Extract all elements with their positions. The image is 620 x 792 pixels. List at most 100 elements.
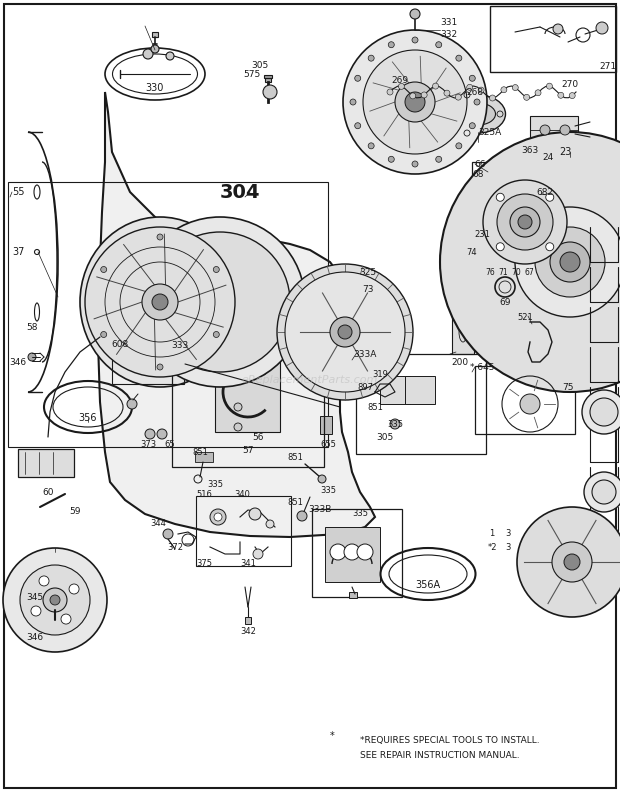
Circle shape xyxy=(150,232,290,372)
Circle shape xyxy=(157,234,163,240)
Text: 23: 23 xyxy=(559,147,571,157)
Circle shape xyxy=(214,513,222,521)
Circle shape xyxy=(410,9,420,19)
Polygon shape xyxy=(548,138,580,208)
Circle shape xyxy=(127,399,137,409)
Text: 331: 331 xyxy=(440,17,457,26)
Circle shape xyxy=(20,565,90,635)
Circle shape xyxy=(405,92,425,112)
Polygon shape xyxy=(445,243,518,262)
Text: 682: 682 xyxy=(536,188,554,196)
Text: 319: 319 xyxy=(372,370,388,379)
Circle shape xyxy=(483,217,493,227)
Circle shape xyxy=(285,272,405,392)
Text: 333B: 333B xyxy=(308,505,332,513)
Polygon shape xyxy=(450,262,515,305)
Circle shape xyxy=(3,548,107,652)
Text: 344: 344 xyxy=(150,520,166,528)
Text: 55: 55 xyxy=(12,187,24,197)
Bar xyxy=(325,527,380,582)
Circle shape xyxy=(210,509,226,525)
Circle shape xyxy=(596,22,608,34)
Circle shape xyxy=(368,55,374,61)
Polygon shape xyxy=(598,310,620,350)
Polygon shape xyxy=(453,209,528,227)
Ellipse shape xyxy=(451,95,505,133)
Polygon shape xyxy=(474,173,542,215)
Circle shape xyxy=(524,94,529,101)
Circle shape xyxy=(43,588,67,612)
Text: 333: 333 xyxy=(171,341,188,349)
Bar xyxy=(312,509,402,597)
Circle shape xyxy=(344,544,360,560)
Circle shape xyxy=(440,132,620,392)
Bar xyxy=(245,617,251,624)
Ellipse shape xyxy=(547,214,563,226)
Text: *2: *2 xyxy=(487,543,497,553)
Text: 346: 346 xyxy=(9,357,27,367)
Text: 269: 269 xyxy=(391,75,409,85)
Ellipse shape xyxy=(475,190,485,198)
Circle shape xyxy=(497,194,553,250)
Text: 70: 70 xyxy=(511,268,521,276)
Circle shape xyxy=(436,156,441,162)
Text: 356: 356 xyxy=(79,413,97,423)
Circle shape xyxy=(535,227,605,297)
Text: 335: 335 xyxy=(207,479,223,489)
Circle shape xyxy=(388,42,394,48)
Bar xyxy=(112,344,184,384)
Circle shape xyxy=(489,95,495,101)
Text: 332: 332 xyxy=(440,29,457,39)
Text: 363: 363 xyxy=(521,146,539,154)
Circle shape xyxy=(390,419,400,429)
Circle shape xyxy=(213,332,219,337)
Bar xyxy=(8,182,328,447)
Circle shape xyxy=(546,83,552,89)
Circle shape xyxy=(421,92,427,98)
Text: 76: 76 xyxy=(485,268,495,276)
Text: 37: 37 xyxy=(12,247,24,257)
Circle shape xyxy=(546,243,554,251)
Circle shape xyxy=(560,252,580,272)
Text: SEE REPAIR INSTRUCTION MANUAL.: SEE REPAIR INSTRUCTION MANUAL. xyxy=(360,752,520,760)
Bar xyxy=(405,376,435,404)
Text: eReplacementParts.com: eReplacementParts.com xyxy=(242,375,378,385)
Text: 335: 335 xyxy=(352,509,368,519)
Circle shape xyxy=(478,87,484,93)
Circle shape xyxy=(166,52,174,60)
Text: 68: 68 xyxy=(472,169,484,178)
Text: 271: 271 xyxy=(600,62,616,70)
Circle shape xyxy=(363,50,467,154)
Circle shape xyxy=(143,49,153,59)
Ellipse shape xyxy=(515,190,525,198)
Text: 71: 71 xyxy=(498,268,508,276)
Circle shape xyxy=(277,264,413,400)
Polygon shape xyxy=(467,281,518,342)
Text: 340: 340 xyxy=(234,489,250,498)
Text: 56: 56 xyxy=(252,432,264,441)
Text: 333A: 333A xyxy=(353,349,377,359)
Circle shape xyxy=(142,284,178,320)
Circle shape xyxy=(515,207,620,317)
Text: 200: 200 xyxy=(451,357,469,367)
Ellipse shape xyxy=(487,214,503,226)
Bar xyxy=(51,620,59,626)
Circle shape xyxy=(85,227,235,377)
Circle shape xyxy=(410,93,416,99)
Text: 69: 69 xyxy=(499,298,511,307)
Circle shape xyxy=(540,125,550,135)
Text: 851: 851 xyxy=(287,497,303,507)
Circle shape xyxy=(553,24,563,34)
Text: 65: 65 xyxy=(165,440,175,448)
Circle shape xyxy=(483,180,567,264)
Circle shape xyxy=(266,520,274,528)
Circle shape xyxy=(412,37,418,43)
Text: 24: 24 xyxy=(542,153,554,162)
Bar xyxy=(320,416,332,434)
Circle shape xyxy=(163,529,173,539)
Bar xyxy=(172,345,324,467)
Circle shape xyxy=(28,353,36,361)
Circle shape xyxy=(590,398,618,426)
Text: 305: 305 xyxy=(376,432,394,441)
Text: 3: 3 xyxy=(505,530,511,539)
